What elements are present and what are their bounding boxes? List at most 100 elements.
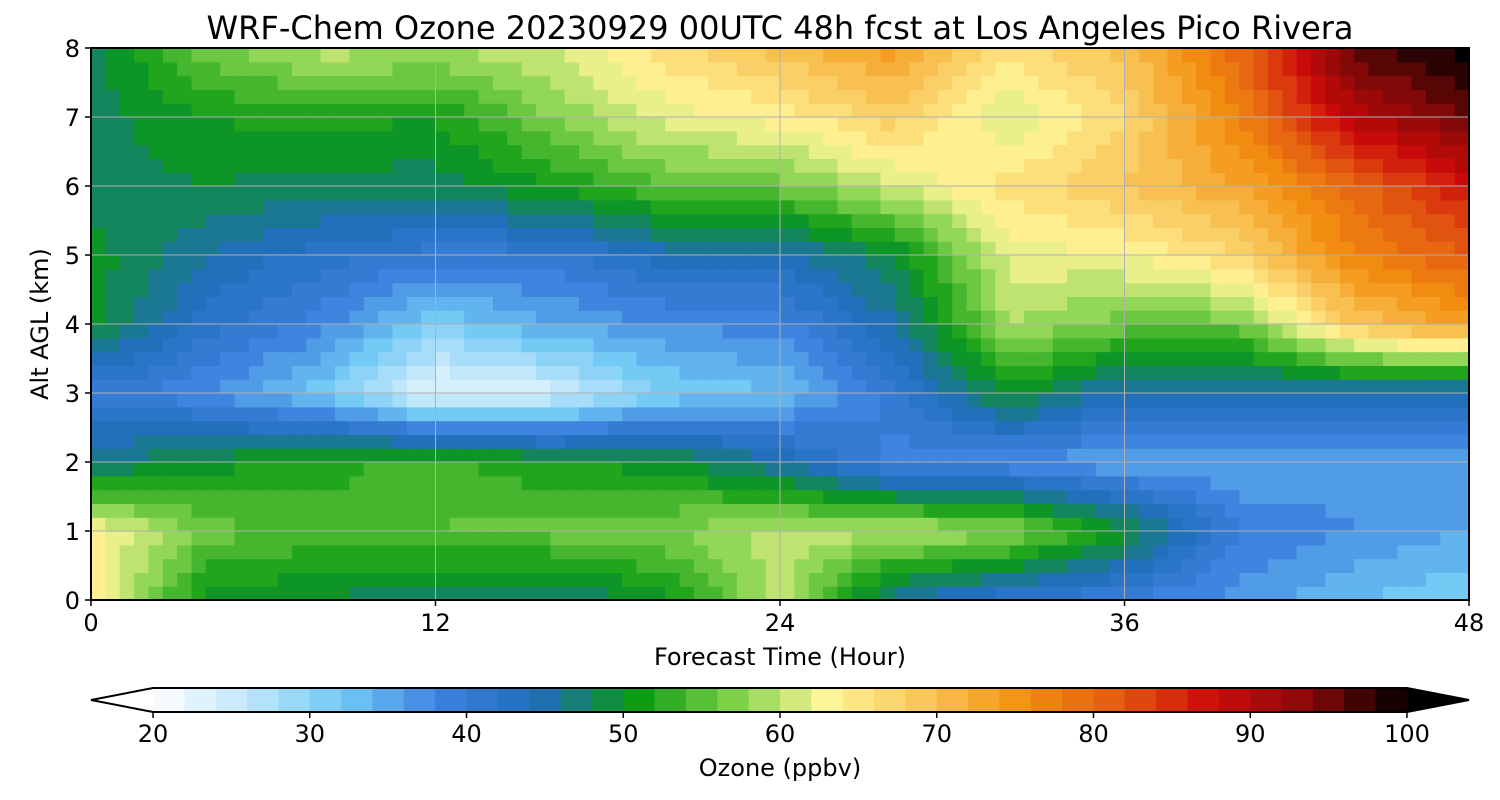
heatmap-cell [521, 241, 537, 256]
heatmap-cell [622, 420, 638, 435]
heatmap-cell [593, 130, 609, 146]
heatmap-cell [263, 61, 279, 77]
heatmap-cell [148, 448, 164, 463]
heatmap-cell [119, 255, 135, 270]
heatmap-cell [349, 310, 365, 325]
heatmap-cell [1038, 213, 1054, 228]
heatmap-cell [205, 489, 221, 504]
heatmap-cell [421, 558, 437, 573]
heatmap-cell [708, 448, 724, 463]
heatmap-cell [392, 310, 408, 325]
heatmap-cell [1009, 393, 1025, 408]
heatmap-cell [492, 544, 508, 560]
heatmap-cell [320, 75, 336, 90]
heatmap-cell [722, 503, 738, 518]
heatmap-cell [378, 434, 394, 449]
heatmap-cell [550, 172, 566, 187]
heatmap-cell [507, 379, 523, 394]
heatmap-cell [1354, 544, 1370, 560]
heatmap-cell [1224, 310, 1240, 325]
heatmap-cell [205, 572, 221, 587]
heatmap-cell [1138, 89, 1154, 104]
heatmap-cell [550, 130, 566, 146]
heatmap-cell [1239, 337, 1255, 353]
y-axis-label: Alt AGL (km) [26, 248, 54, 400]
heatmap-cell [851, 48, 867, 63]
heatmap-cell [1067, 475, 1083, 491]
heatmap-cell [980, 448, 996, 463]
heatmap-cell [1382, 586, 1398, 600]
heatmap-cell [708, 379, 724, 394]
heatmap-cell [306, 75, 322, 90]
heatmap-cell [980, 172, 996, 187]
heatmap-cell [880, 158, 896, 173]
heatmap-cell [1311, 351, 1327, 366]
heatmap-cell [119, 351, 135, 366]
heatmap-cell [91, 172, 106, 187]
heatmap-cell [823, 324, 839, 339]
heatmap-cell [909, 48, 925, 63]
heatmap-cell [335, 310, 350, 325]
heatmap-cell [1210, 544, 1226, 560]
heatmap-cell [1224, 172, 1240, 187]
heatmap-cell [263, 186, 279, 201]
heatmap-cell [665, 572, 681, 587]
heatmap-cell [708, 172, 724, 187]
heatmap-cell [952, 448, 968, 463]
heatmap-cell [1067, 130, 1083, 146]
heatmap-cell [1282, 406, 1298, 422]
heatmap-cell [679, 489, 695, 504]
heatmap-cell [1268, 61, 1283, 77]
heatmap-cell [851, 475, 867, 491]
heatmap-cell [464, 448, 480, 463]
heatmap-cell [1081, 117, 1097, 132]
heatmap-cell [1181, 558, 1197, 573]
heatmap-cell [1038, 351, 1054, 366]
heatmap-cell [378, 558, 394, 573]
heatmap-cell [1110, 351, 1126, 366]
heatmap-cell [866, 296, 882, 311]
heatmap-cell [894, 255, 910, 270]
heatmap-cell [579, 324, 594, 339]
heatmap-cell [162, 103, 178, 118]
heatmap-cell [1239, 489, 1255, 504]
heatmap-cell [335, 434, 350, 449]
heatmap-cell [866, 130, 882, 146]
heatmap-cell [1110, 462, 1126, 477]
heatmap-cell [937, 255, 953, 270]
heatmap-cell [837, 282, 853, 297]
heatmap-cell [449, 503, 465, 518]
heatmap-cell [1210, 503, 1226, 518]
heatmap-cell [866, 199, 882, 215]
heatmap-cell [1124, 393, 1140, 408]
heatmap-cell [91, 351, 106, 366]
heatmap-cell [1181, 103, 1197, 118]
heatmap-cell [1124, 420, 1140, 435]
x-tick-label: 24 [765, 609, 796, 637]
heatmap-cell [234, 503, 250, 518]
heatmap-cell [823, 75, 839, 90]
heatmap-cell [1210, 448, 1226, 463]
heatmap-cell [851, 572, 867, 587]
heatmap-cell [1110, 144, 1126, 159]
heatmap-cell [751, 213, 767, 228]
heatmap-cell [837, 296, 853, 311]
heatmap-cell [1268, 572, 1283, 587]
heatmap-cell [823, 420, 839, 435]
heatmap-cell [105, 282, 121, 297]
heatmap-cell [794, 241, 810, 256]
heatmap-cell [1110, 172, 1126, 187]
heatmap-cell [162, 172, 178, 187]
heatmap-cell [435, 337, 451, 353]
heatmap-cell [1138, 434, 1154, 449]
heatmap-cell [205, 48, 221, 63]
heatmap-cell [1110, 268, 1126, 284]
heatmap-cell [808, 393, 824, 408]
heatmap-cell [435, 310, 451, 325]
heatmap-cell [579, 558, 594, 573]
heatmap-cell [1110, 489, 1126, 504]
heatmap-cell [751, 517, 767, 532]
heatmap-cell [808, 103, 824, 118]
heatmap-cell [1081, 420, 1097, 435]
heatmap-cell [105, 213, 121, 228]
